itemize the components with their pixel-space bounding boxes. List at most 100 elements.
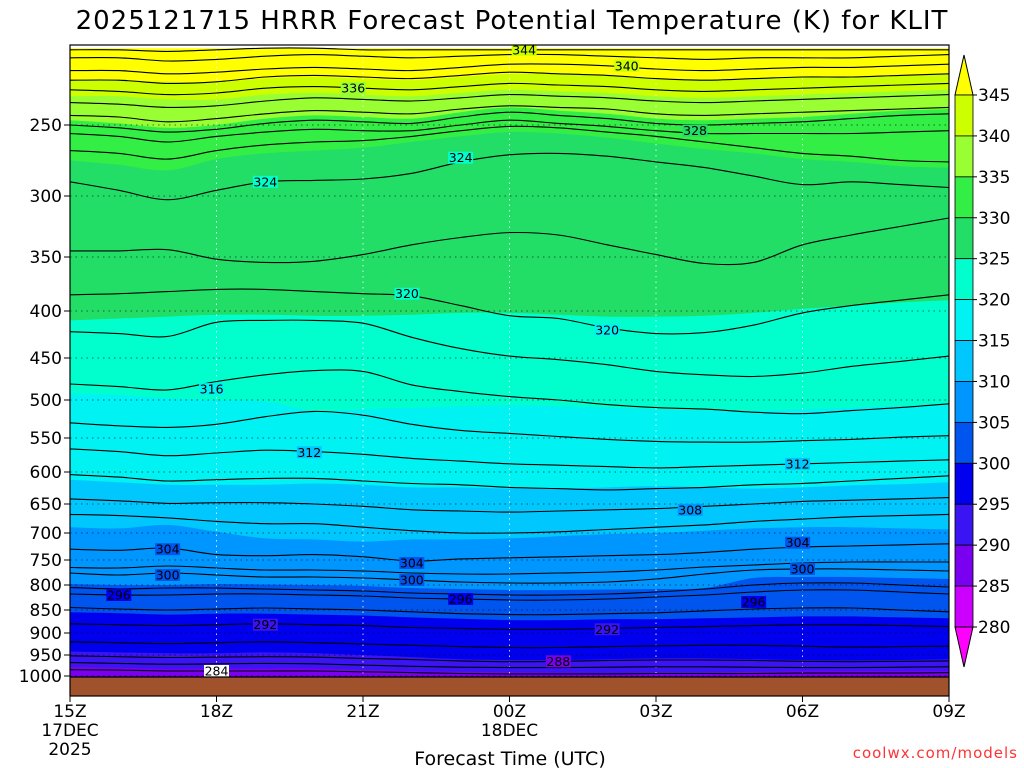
contour-label-bg-1: [614, 59, 640, 72]
contour-label-304: 304: [156, 542, 180, 557]
contour-label-300: 300: [791, 562, 815, 577]
contour-label-336: 336: [341, 81, 365, 96]
contour-label-bg-20: [741, 596, 767, 608]
contour-line-320: [70, 288, 949, 335]
y-tick-label-800: 800: [30, 576, 62, 596]
contour-line-288: [70, 655, 949, 663]
contour-line-334: [70, 94, 949, 109]
contour-label-bg-16: [399, 574, 425, 586]
contour-label-bg-10: [785, 457, 811, 470]
x-tick-label-18z: 18Z: [200, 702, 233, 722]
contour-label-296: 296: [449, 592, 473, 607]
colorbar-band-285: [954, 544, 974, 587]
ground-layer: [70, 676, 949, 696]
y-tick-label-300: 300: [30, 187, 62, 207]
x-axis-label: Forecast Time (UTC): [414, 748, 605, 768]
contour-label-312: 312: [786, 456, 810, 471]
contour-label-340: 340: [615, 58, 639, 73]
y-tick-label-900: 900: [30, 624, 62, 644]
contour-label-bg-22: [594, 623, 620, 636]
contour-line-324: [70, 152, 949, 201]
contour-label-bg-5: [252, 175, 278, 188]
colorbar-label-345: 345: [978, 86, 1010, 106]
contour-line-328: [70, 119, 949, 143]
colorbar-band-320: [954, 258, 974, 301]
colorbar-label-300: 300: [978, 454, 1010, 474]
colorbar-label-285: 285: [978, 577, 1010, 597]
contour-label-292: 292: [253, 617, 277, 632]
contour-label-bg-8: [199, 383, 225, 396]
contour-label-bg-15: [155, 569, 181, 581]
credit-text: coolwx.com/models: [853, 744, 1018, 762]
contour-line-344: [70, 47, 949, 52]
filled-contours: [70, 48, 949, 696]
contour-label-bg-17: [790, 563, 815, 575]
contour-label-300: 300: [400, 573, 424, 588]
y-axis: 250 300 350 400 450 500 550 600 650 700 750 800 850 9…: [19, 116, 70, 687]
contour-line-314: [70, 410, 949, 443]
colorbar-band-325: [954, 217, 974, 260]
y-tick-label-750: 750: [30, 551, 62, 571]
y-tick-label-500: 500: [30, 391, 62, 411]
y-tick-label-450: 450: [30, 349, 62, 369]
contour-line-330: [70, 111, 949, 133]
contour-label-344: 344: [512, 42, 536, 57]
grid-lines: [70, 45, 949, 696]
y-tick-label-700: 700: [30, 524, 62, 544]
contour-label-bg-12: [155, 543, 181, 556]
x-tick-label-00z: 00Z: [493, 702, 526, 722]
colorbar-top-triangle: [954, 54, 974, 96]
colorbar-band-310: [954, 340, 974, 382]
colorbar-label-330: 330: [978, 209, 1010, 229]
x-tick-label-06z: 06Z: [786, 702, 819, 722]
contour-label-312: 312: [297, 445, 321, 460]
contour-label-bg-4: [448, 151, 474, 164]
contour-label-bg-23: [545, 655, 571, 668]
colorbar-label-340: 340: [978, 127, 1010, 147]
contour-label-bg-7: [594, 323, 620, 336]
contour-line-318: [70, 319, 949, 378]
colorbar-band-300: [954, 421, 974, 464]
contour-line-290: [70, 641, 949, 649]
colorbar-label-325: 325: [978, 250, 1010, 270]
contour-line-296: [70, 589, 949, 601]
contour-label-296: 296: [742, 595, 766, 610]
contour-label-320: 320: [395, 286, 419, 301]
contour-label-324: 324: [253, 174, 277, 189]
contour-label-284: 284: [205, 663, 229, 678]
contour-line-298: [70, 582, 949, 596]
x-tick-label-18dec: 18DEC: [481, 721, 538, 741]
contour-label-bg-0: [511, 45, 537, 56]
contour-labels: 344 340 336 328 324 324 320 320 316 312 312 308 304 3…: [106, 42, 815, 678]
colorbar-band-295: [954, 462, 974, 505]
contour-label-bg-9: [296, 446, 322, 459]
contour-label-304: 304: [786, 535, 810, 550]
y-tick-label-850: 850: [30, 601, 62, 621]
contour-line-322: [70, 217, 949, 266]
colorbar-label-305: 305: [978, 413, 1010, 433]
contour-line-336: [70, 82, 949, 96]
y-tick-label-250: 250: [30, 116, 62, 136]
contour-line-326: [70, 125, 949, 163]
x-tick-label-2025: 2025: [48, 740, 91, 760]
colorbar-bottom-triangle: [954, 626, 974, 668]
y-tick-label-650: 650: [30, 495, 62, 515]
colorbar-label-290: 290: [978, 536, 1010, 556]
colorbar-band-330: [954, 176, 974, 219]
colorbar-band-280: [954, 585, 974, 628]
contour-label-bg-24: [204, 664, 229, 677]
contour-label-bg-11: [677, 503, 703, 516]
colorbar-band-305: [954, 381, 974, 423]
contour-label-292: 292: [595, 622, 619, 637]
colorbar-band-290: [954, 503, 974, 546]
x-tick-label-03z: 03Z: [639, 702, 672, 722]
colorbar-label-280: 280: [978, 618, 1010, 638]
colorbar-label-315: 315: [978, 332, 1010, 352]
contour-label-bg-19: [448, 593, 474, 605]
contour-label-bg-21: [252, 618, 278, 631]
contour-label-bg-6: [394, 287, 420, 300]
colorbar-band-315: [954, 299, 974, 341]
contour-label-296: 296: [107, 588, 131, 603]
